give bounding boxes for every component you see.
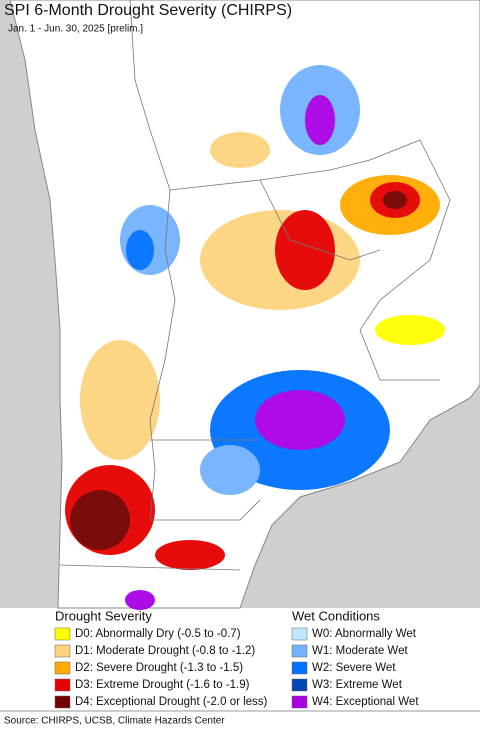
legend-label: W4: Exceptional Wet [312,696,419,708]
border [59,439,261,571]
legend-swatch [54,695,71,709]
dry-area [70,490,130,550]
legend-swatch [291,627,308,641]
wet-area [125,590,155,610]
legend-label: W0: Abnormally Wet [312,628,417,640]
border [259,179,381,261]
wet-area [305,95,335,145]
legend-swatch [54,627,71,641]
title: SPI 6-Month Drought Severity (CHIRPS) [4,2,292,19]
legend-label: W2: Severe Wet [312,662,396,674]
legend-label: W1: Moderate Wet [312,645,408,657]
wet-area [200,445,260,495]
legend-label: D2: Severe Drought (-1.3 to -1.5) [75,662,243,674]
legend-swatch [291,695,308,709]
legend-swatch [291,661,308,675]
dry-area [210,132,270,168]
subtitle: Jan. 1 - Jun. 30, 2025 [prelim.] [8,24,143,35]
dry-area [375,315,445,345]
dry-area [383,191,407,209]
legend-title: Wet Conditions [292,608,380,623]
legend-swatch [291,644,308,658]
dry-area [155,540,225,570]
legend-swatch [54,678,71,692]
wet-area [126,230,154,270]
legend-label: D4: Exceptional Drought (-2.0 or less) [75,696,268,708]
legend: Drought Severity Wet Conditions D0: Abno… [54,608,419,709]
legend-label: W3: Extreme Wet [312,679,403,691]
dry-area [80,340,160,460]
spi-areas [65,65,445,610]
legend-swatch [54,661,71,675]
legend-title: Drought Severity [55,608,152,623]
border [129,0,176,521]
wet-area [255,390,345,450]
legend-swatch [54,644,71,658]
border [169,139,451,381]
legend-label: D1: Moderate Drought (-0.8 to -1.2) [75,645,255,657]
dry-area [275,210,335,290]
source: Source: CHIRPS, UCSB, Climate Hazards Ce… [4,716,225,727]
legend-label: D3: Extreme Drought (-1.6 to -1.9) [75,679,250,691]
legend-label: D0: Abnormally Dry (-0.5 to -0.7) [75,628,241,640]
map [0,0,480,610]
legend-swatch [291,678,308,692]
